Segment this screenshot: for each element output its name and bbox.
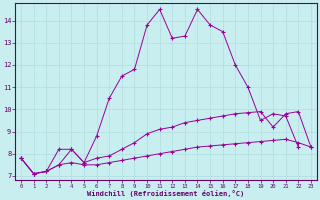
X-axis label: Windchill (Refroidissement éolien,°C): Windchill (Refroidissement éolien,°C) [87, 190, 244, 197]
